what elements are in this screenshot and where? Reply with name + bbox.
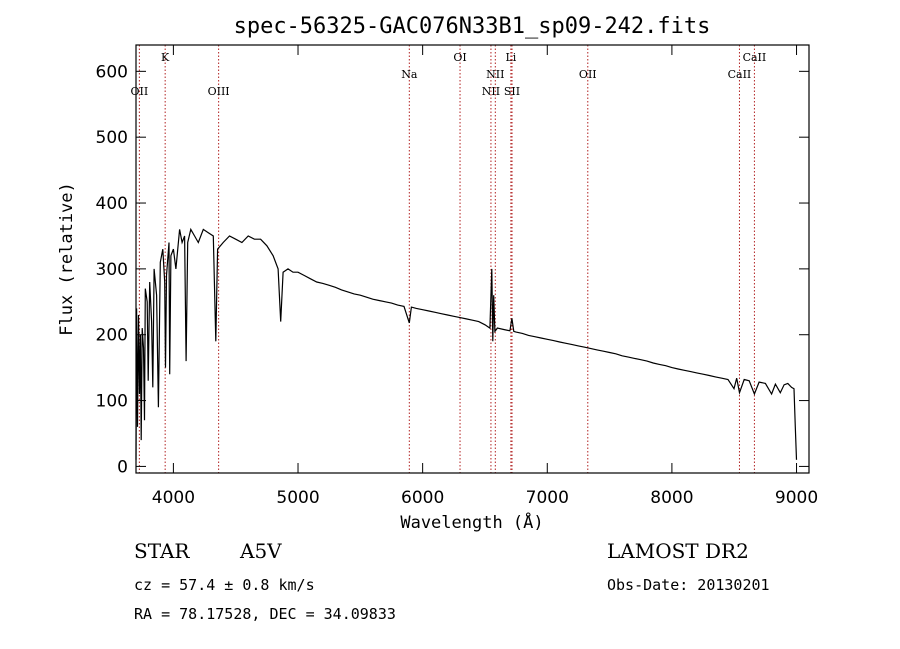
y-tick-label: 200 xyxy=(96,326,128,346)
x-tick-label: 6000 xyxy=(401,488,444,508)
x-axis: 4000 5000 6000 7000 8000 9000 xyxy=(152,45,818,508)
line-marker-label: NII xyxy=(486,68,504,81)
x-tick-label: 7000 xyxy=(526,488,569,508)
y-tick-label: 500 xyxy=(96,128,128,148)
line-marker-label: K xyxy=(161,51,170,64)
line-marker-label: OII xyxy=(131,85,149,98)
y-tick-label: 400 xyxy=(96,194,128,214)
x-tick-label: 8000 xyxy=(650,488,693,508)
y-tick-label: 100 xyxy=(96,392,128,412)
y-axis: 0 100 200 300 400 500 600 xyxy=(96,62,809,477)
chart-title: spec-56325-GAC076N33B1_sp09-242.fits xyxy=(234,14,711,39)
y-tick-label: 0 xyxy=(117,457,128,477)
survey-name: LAMOST DR2 xyxy=(607,539,749,563)
x-tick-label: 5000 xyxy=(276,488,319,508)
line-marker-label: Li xyxy=(505,51,516,64)
line-marker-label: SII xyxy=(504,85,520,98)
y-tick-label: 600 xyxy=(96,62,128,82)
coordinates: RA = 78.17528, DEC = 34.09833 xyxy=(134,605,396,623)
line-marker-label: NII xyxy=(482,85,500,98)
plot-frame xyxy=(135,44,810,474)
redshift-velocity: cz = 57.4 ± 0.8 km/s xyxy=(134,576,315,594)
x-tick-label: 4000 xyxy=(152,488,195,508)
line-marker-label: OII xyxy=(579,68,597,81)
x-tick-label: 9000 xyxy=(775,488,818,508)
line-marker-label: CaII xyxy=(743,51,767,64)
y-tick-label: 300 xyxy=(96,260,128,280)
object-class: STAR xyxy=(134,539,190,563)
line-marker-label: Na xyxy=(401,68,418,81)
line-marker-label: OIII xyxy=(208,85,230,98)
object-subclass: A5V xyxy=(239,539,282,563)
x-axis-label: Wavelength (Å) xyxy=(400,511,543,533)
spectrum-line xyxy=(135,227,798,460)
observation-date: Obs-Date: 20130201 xyxy=(607,576,770,594)
line-marker-label: OI xyxy=(453,51,466,64)
y-axis-label: Flux (relative) xyxy=(57,182,77,336)
line-marker-label: CaII xyxy=(728,68,752,81)
